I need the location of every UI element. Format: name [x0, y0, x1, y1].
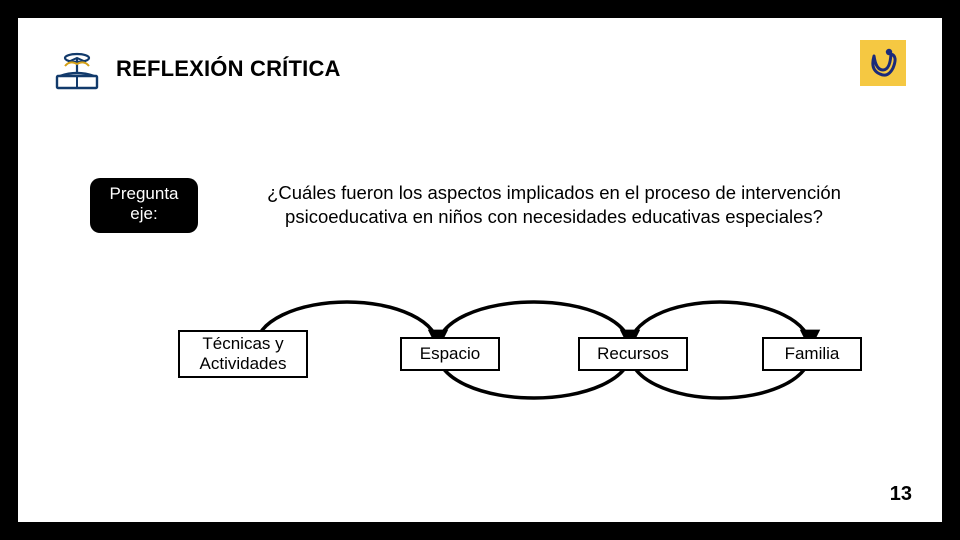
question-label-line1: Pregunta: [108, 184, 180, 204]
question-row: Pregunta eje: ¿Cuáles fueron los aspecto…: [90, 178, 882, 233]
slide-frame: REFLEXIÓN CRÍTICA Pregunta eje: ¿Cuáles …: [0, 0, 960, 540]
question-label-pill: Pregunta eje:: [90, 178, 198, 233]
flow-node: Familia: [762, 337, 862, 371]
secondary-logo-icon: [860, 40, 906, 86]
question-text: ¿Cuáles fueron los aspectos implicados e…: [226, 181, 882, 229]
page-number: 13: [890, 483, 912, 506]
question-label-line2: eje:: [108, 204, 180, 224]
header: REFLEXIÓN CRÍTICA: [54, 46, 906, 92]
flow-diagram: Técnicas y Actividades Espacio Recursos Fam…: [138, 268, 882, 438]
slide: REFLEXIÓN CRÍTICA Pregunta eje: ¿Cuáles …: [18, 18, 942, 522]
slide-title: REFLEXIÓN CRÍTICA: [116, 56, 341, 82]
flow-node: Técnicas y Actividades: [178, 330, 308, 378]
flow-node: Recursos: [578, 337, 688, 371]
flow-node: Espacio: [400, 337, 500, 371]
institution-logo-icon: [54, 46, 100, 92]
